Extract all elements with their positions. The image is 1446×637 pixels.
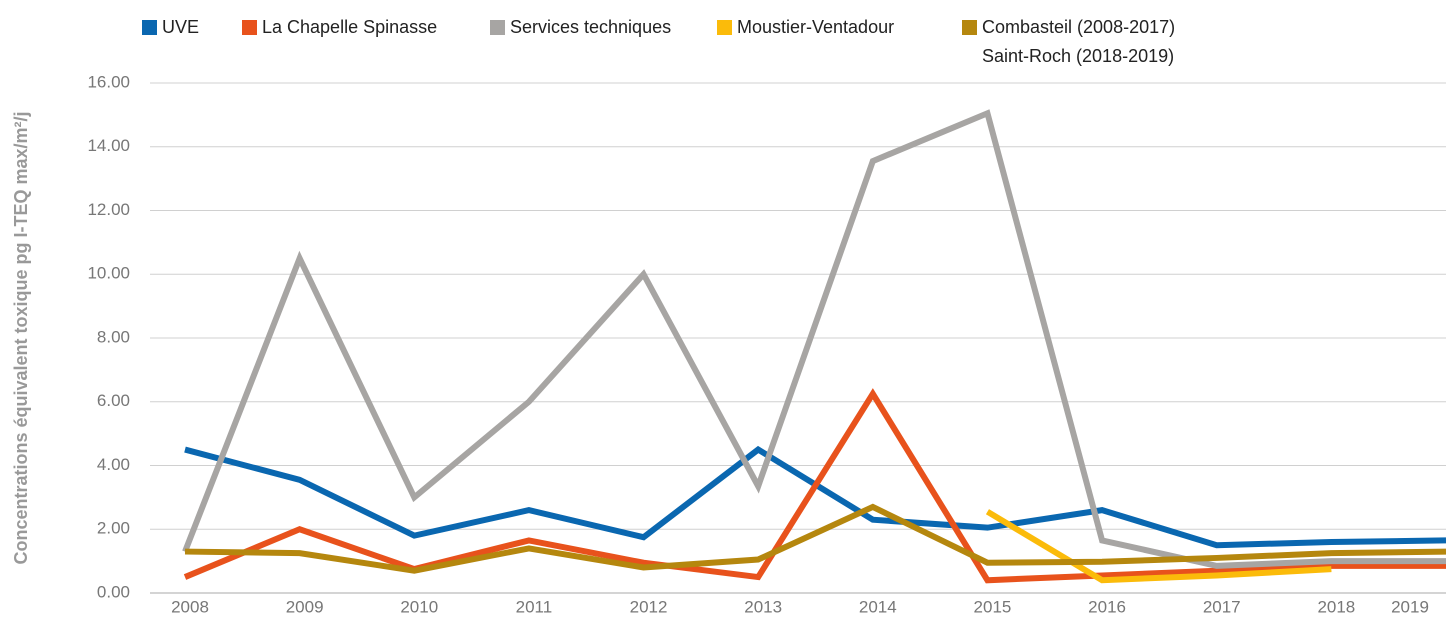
series-line: [182, 109, 1446, 569]
x-tick-label: 2010: [400, 597, 438, 616]
x-tick-label: 2018: [1317, 597, 1355, 616]
x-tick-label: 2012: [630, 597, 668, 616]
x-tick-label: 2011: [516, 597, 553, 616]
legend-label: Services techniques: [510, 17, 672, 37]
x-tick-label: 2016: [1088, 597, 1126, 616]
y-tick-label: 2.00: [97, 519, 130, 538]
y-axis-label: Concentrations équivalent toxique pg I-T…: [11, 111, 31, 564]
y-tick-label: 4.00: [97, 455, 130, 474]
y-tick-label: 16.00: [87, 72, 130, 91]
legend-label: Moustier-Ventadour: [737, 17, 895, 37]
legend-label: UVE: [162, 17, 200, 37]
x-tick-label: 2019: [1391, 597, 1429, 616]
x-tick-label: 2017: [1203, 597, 1241, 616]
legend-swatch: [717, 20, 732, 35]
x-tick-label: 2008: [171, 597, 209, 616]
y-tick-label: 8.00: [97, 327, 130, 346]
y-tick-label: 0.00: [97, 582, 130, 601]
y-tick-label: 14.00: [87, 136, 130, 155]
x-tick-label: 2014: [859, 597, 897, 616]
legend: UVE La Chapelle Spinasse Services techniqu…: [0, 14, 1446, 74]
series-line: [985, 509, 1332, 584]
legend-label: Combasteil (2008-2017) Saint-Roch (2018-…: [982, 17, 1176, 66]
x-tick-label: 2009: [286, 597, 324, 616]
legend-swatch: [490, 20, 505, 35]
series-line: [184, 503, 1446, 574]
series-line: [183, 388, 1446, 584]
x-tick-label: 2013: [744, 597, 782, 616]
legend-label: La Chapelle Spinasse: [262, 17, 438, 37]
legend-swatch: [142, 20, 157, 35]
legend-swatch: [962, 20, 977, 35]
legend-swatch: [242, 20, 257, 35]
y-tick-label: 12.00: [87, 200, 130, 219]
x-tick-label: 2015: [974, 597, 1012, 616]
y-tick-label: 10.00: [87, 264, 130, 283]
y-tick-label: 6.00: [97, 391, 130, 410]
